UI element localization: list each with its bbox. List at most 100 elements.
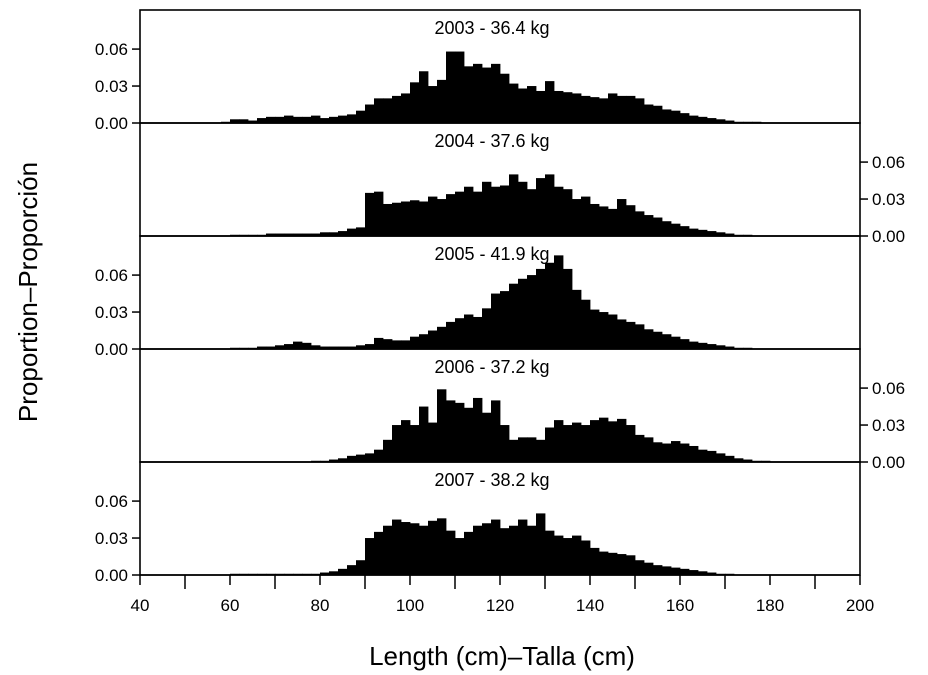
bar: [419, 334, 429, 349]
bar: [347, 455, 357, 462]
bar: [599, 551, 609, 575]
bar: [284, 344, 294, 349]
bar: [536, 268, 546, 349]
x-tick-label: 140: [576, 596, 604, 615]
bar: [545, 427, 555, 462]
bar: [266, 346, 276, 349]
bar: [419, 525, 429, 575]
bar: [581, 95, 591, 123]
bar: [329, 571, 339, 575]
bar: [446, 530, 456, 575]
bar: [572, 289, 582, 349]
bar: [437, 518, 447, 575]
x-tick-label: 60: [221, 596, 240, 615]
bar: [401, 93, 411, 123]
bar: [743, 459, 753, 462]
bar: [437, 389, 447, 462]
bar: [257, 118, 267, 123]
bar: [725, 233, 735, 236]
bar: [644, 329, 654, 349]
bar: [410, 200, 420, 236]
bar: [284, 115, 294, 123]
bar: [716, 119, 726, 123]
bar: [518, 278, 528, 349]
bar: [572, 199, 582, 236]
bar: [275, 116, 285, 123]
bar: [590, 309, 600, 349]
bar: [644, 104, 654, 123]
bar: [725, 346, 735, 349]
bar: [509, 83, 519, 123]
bar: [599, 312, 609, 349]
bar: [320, 572, 330, 575]
x-tick-label: 120: [486, 596, 514, 615]
bar: [392, 340, 402, 349]
bar: [689, 445, 699, 462]
bar: [491, 63, 501, 123]
bar: [554, 420, 564, 462]
bar: [293, 341, 303, 349]
bar: [392, 95, 402, 123]
bar: [491, 293, 501, 349]
bar: [662, 109, 672, 123]
bar: [248, 120, 258, 123]
bar: [419, 406, 429, 462]
bar: [707, 572, 717, 575]
bar: [563, 268, 573, 349]
bar: [707, 118, 717, 123]
bar: [671, 567, 681, 575]
bar: [500, 185, 510, 236]
bar: [383, 439, 393, 462]
bar: [446, 51, 456, 123]
panel-4: 2006 - 37.2 kg 0.00 0.03 0.06: [139, 348, 905, 472]
bar: [437, 326, 447, 349]
bar: [455, 402, 465, 462]
bar: [347, 114, 357, 123]
bar: [509, 174, 519, 236]
bar: [491, 186, 501, 236]
bar: [275, 345, 285, 349]
bar: [644, 437, 654, 462]
y-tick-label: 0.06: [95, 492, 128, 511]
bar: [527, 86, 537, 123]
bar: [581, 540, 591, 575]
bar: [374, 191, 384, 236]
bar: [608, 421, 618, 462]
bar: [383, 203, 393, 236]
bar: [644, 562, 654, 575]
bar: [446, 321, 456, 349]
bar: [320, 346, 330, 349]
bar: [671, 441, 681, 462]
bar: [635, 560, 645, 575]
bar: [311, 233, 321, 236]
bar: [671, 336, 681, 349]
y-tick-label: 0.00: [95, 566, 128, 585]
bar: [347, 346, 357, 349]
bar: [509, 525, 519, 575]
bar: [473, 191, 483, 236]
bar: [662, 221, 672, 236]
bar: [419, 201, 429, 236]
bar: [365, 453, 375, 462]
bar: [338, 568, 348, 575]
bar: [680, 339, 690, 349]
bar: [536, 439, 546, 462]
bar: [626, 555, 636, 575]
y-tick-label: 0.03: [95, 77, 128, 96]
bar: [563, 538, 573, 575]
bar: [653, 105, 663, 123]
bar: [527, 437, 537, 462]
bar: [617, 95, 627, 123]
bar: [491, 400, 501, 462]
bar: [473, 316, 483, 349]
bar: [347, 228, 357, 236]
bar: [716, 453, 726, 462]
bar: [671, 223, 681, 236]
bar: [230, 119, 240, 123]
bar: [653, 217, 663, 236]
bar: [320, 232, 330, 236]
bar: [536, 90, 546, 123]
bar: [455, 318, 465, 349]
bar: [500, 425, 510, 462]
bar: [716, 345, 726, 349]
